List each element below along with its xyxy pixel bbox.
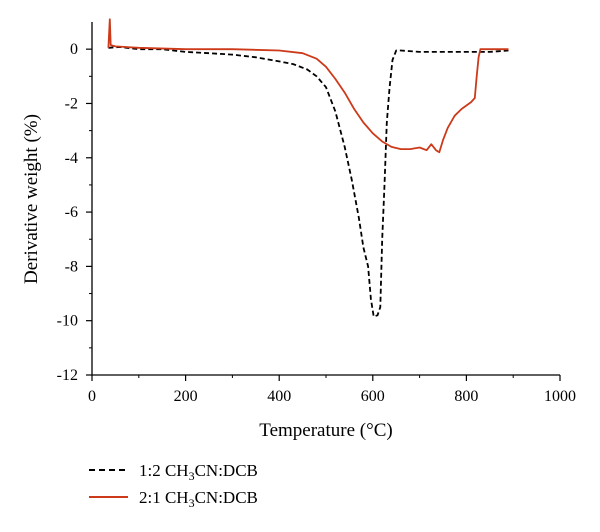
x-axis-ticks: 0 200 400 600 800 1000 bbox=[88, 375, 576, 405]
x-tick-label: 1000 bbox=[544, 388, 576, 405]
y-tick-label: -12 bbox=[57, 367, 78, 384]
y-tick-label: 0 bbox=[70, 41, 78, 58]
legend-label-series-1: 1:2 CH3CN:DCB bbox=[139, 461, 258, 483]
x-tick-label: 800 bbox=[454, 388, 478, 405]
y-axis-ticks: 0 -2 -4 -6 -8 -10 -12 bbox=[57, 41, 92, 384]
legend: 1:2 CH3CN:DCB 2:1 CH3CN:DCB bbox=[89, 461, 258, 510]
y-tick-label: -10 bbox=[57, 313, 78, 330]
series-line-2 bbox=[107, 18, 509, 154]
y-tick-label: -8 bbox=[65, 258, 78, 275]
y-axis-title: Derivative weight (%) bbox=[21, 114, 42, 284]
y-tick-label: -6 bbox=[65, 204, 78, 221]
x-tick-label: 400 bbox=[267, 388, 291, 405]
x-tick-label: 0 bbox=[88, 388, 96, 405]
legend-label-series-2: 2:1 CH3CN:DCB bbox=[139, 488, 258, 510]
series-line-1 bbox=[108, 46, 509, 318]
y-tick-label: -2 bbox=[65, 95, 78, 112]
series-layer bbox=[107, 18, 509, 318]
x-tick-label: 200 bbox=[174, 388, 198, 405]
y-tick-label: -4 bbox=[65, 150, 78, 167]
x-tick-label: 600 bbox=[361, 388, 385, 405]
x-axis-title: Temperature (°C) bbox=[259, 420, 392, 441]
